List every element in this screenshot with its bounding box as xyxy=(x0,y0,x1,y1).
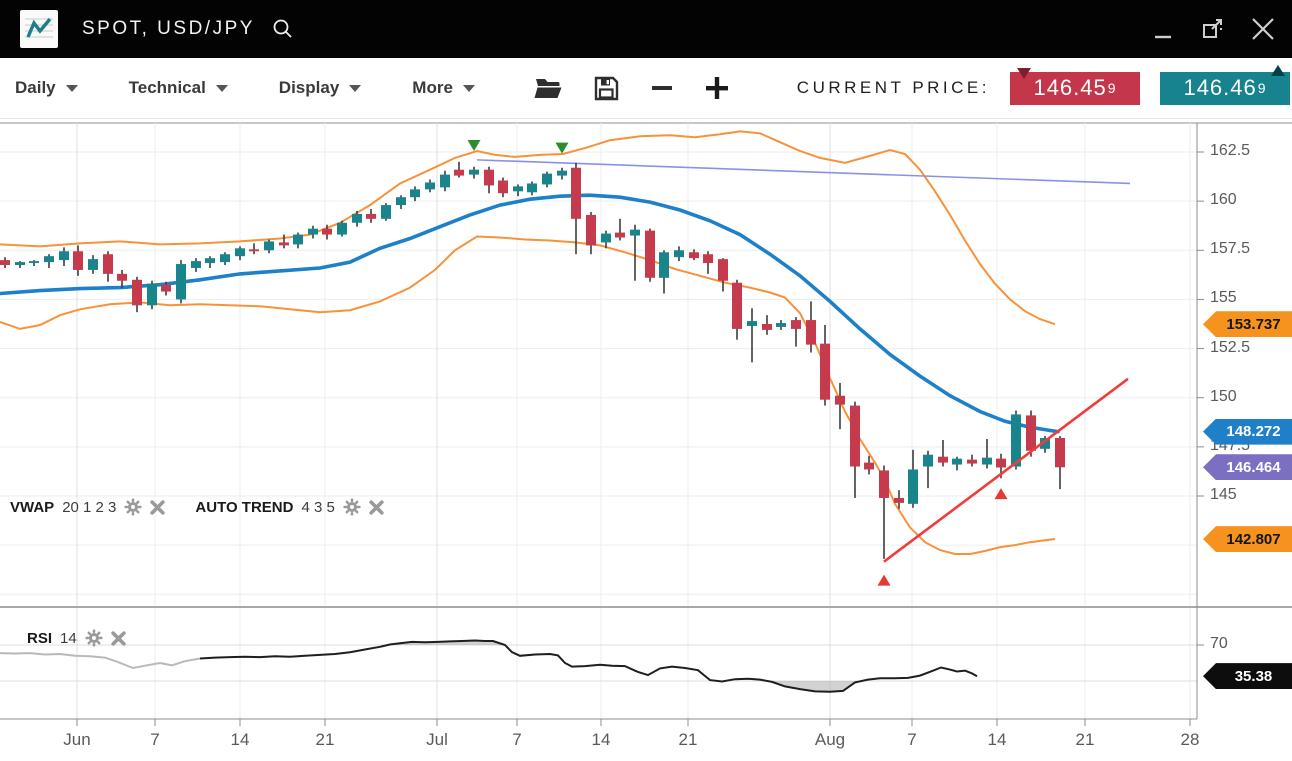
menu-technical-label: Technical xyxy=(128,78,206,97)
menu-more[interactable]: More xyxy=(412,78,475,98)
time-axis-tick-label: 7 xyxy=(150,730,160,749)
rsi-remove-icon[interactable] xyxy=(111,630,126,646)
bid-price-badge: 146.45 9 xyxy=(1010,67,1140,105)
auto-trend-indicator-params: 4 3 5 xyxy=(301,498,335,516)
time-axis-tick-label: 7 xyxy=(512,730,522,749)
bid-price-pip: 9 xyxy=(1107,80,1117,96)
chevron-down-icon xyxy=(215,84,228,92)
rsi-settings-gear-icon[interactable] xyxy=(85,629,103,647)
ask-price-badge: 146.46 9 xyxy=(1160,64,1290,105)
close-icon[interactable] xyxy=(1250,16,1276,42)
time-axis-tick-label: Aug xyxy=(814,730,846,749)
save-icon[interactable] xyxy=(593,75,620,102)
menu-display-label: Display xyxy=(278,78,340,97)
rsi-value-badge: 35.38 xyxy=(1203,663,1292,690)
ask-price-pip: 9 xyxy=(1257,80,1267,96)
vwap-indicator-label: VWAP xyxy=(10,498,55,516)
time-axis-tick-label: 7 xyxy=(907,730,917,749)
time-axis-tick-label: 21 xyxy=(1075,730,1095,749)
ask-price-value: 146.46 xyxy=(1183,75,1257,100)
price-marker-badge: 146.464 xyxy=(1203,454,1292,481)
price-marker-badge: 153.737 xyxy=(1203,311,1292,338)
auto-trend-indicator-label: AUTO TREND xyxy=(195,498,294,516)
auto-trend-remove-icon[interactable] xyxy=(369,499,384,515)
minimize-button[interactable] xyxy=(1150,16,1176,42)
chevron-down-icon xyxy=(65,84,78,92)
bid-price-value: 146.45 xyxy=(1033,75,1107,100)
title-bar: SPOT, USD/JPY xyxy=(0,0,1292,58)
menu-display[interactable]: Display xyxy=(278,78,362,98)
auto-trend-settings-gear-icon[interactable] xyxy=(343,498,361,516)
search-icon[interactable] xyxy=(271,17,295,41)
price-down-arrow-icon xyxy=(1017,67,1031,79)
rsi-legend-row: RSI 14 xyxy=(27,629,126,647)
window-title: SPOT, USD/JPY xyxy=(82,18,255,39)
zoom-out-icon[interactable] xyxy=(650,76,674,100)
chart-app-icon xyxy=(20,10,58,48)
vwap-indicator-params: 20 1 2 3 xyxy=(62,498,117,516)
menu-daily-label: Daily xyxy=(15,78,56,97)
price-axis-tick-label: 157.5 xyxy=(1210,240,1251,258)
price-axis-tick-label: 152.5 xyxy=(1210,338,1251,356)
price-axis-tick-label: 145 xyxy=(1210,485,1237,503)
chevron-down-icon xyxy=(462,84,475,92)
menu-daily[interactable]: Daily xyxy=(15,78,78,98)
time-axis-tick-label: 28 xyxy=(1180,730,1200,749)
popout-button[interactable] xyxy=(1200,16,1226,42)
time-axis-tick-label: 21 xyxy=(678,730,698,749)
vwap-remove-icon[interactable] xyxy=(150,499,166,515)
rsi-indicator-params: 14 xyxy=(60,629,77,647)
time-axis-tick-label: Jun xyxy=(63,730,91,749)
time-axis-tick-label: 21 xyxy=(315,730,335,749)
current-price-label: CURRENT PRICE: xyxy=(796,78,990,97)
rsi-indicator-label: RSI xyxy=(27,629,53,647)
price-marker-badge: 148.272 xyxy=(1203,418,1292,445)
time-axis-tick-label: 14 xyxy=(987,730,1007,749)
price-up-arrow-icon xyxy=(1271,64,1285,76)
window-controls xyxy=(1150,16,1276,42)
vwap-settings-gear-icon[interactable] xyxy=(124,498,142,516)
price-axis-tick-label: 160 xyxy=(1210,191,1237,209)
indicator-legend-row: VWAP 20 1 2 3 AUTO TREND 4 3 5 xyxy=(10,498,384,516)
time-axis-tick-label: 14 xyxy=(591,730,611,749)
time-axis-tick-label: 14 xyxy=(230,730,250,749)
price-marker-badge: 142.807 xyxy=(1203,526,1292,553)
price-axis-tick-label: 162.5 xyxy=(1210,142,1251,159)
rsi-axis-tick-label: 70 xyxy=(1210,635,1228,652)
toolbar: Daily Technical Display More xyxy=(0,58,1292,119)
open-folder-icon[interactable] xyxy=(533,75,563,101)
menu-more-label: More xyxy=(412,78,453,97)
price-axis-tick-label: 150 xyxy=(1210,387,1237,405)
price-axis-tick-label: 155 xyxy=(1210,289,1237,307)
chevron-down-icon xyxy=(349,84,362,92)
time-axis-tick-label: Jul xyxy=(426,730,448,749)
zoom-in-icon[interactable] xyxy=(704,75,730,101)
menu-technical[interactable]: Technical xyxy=(129,78,228,98)
